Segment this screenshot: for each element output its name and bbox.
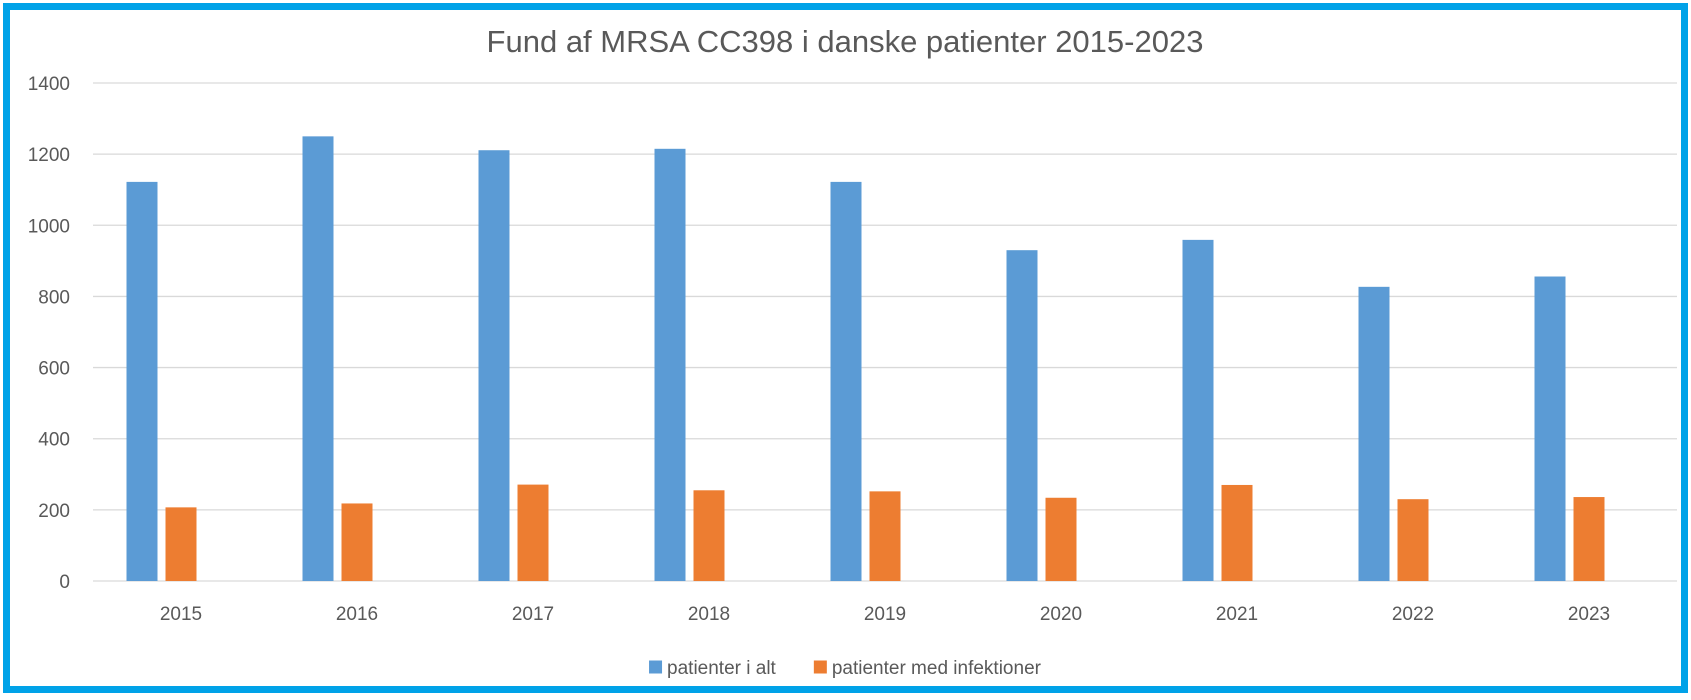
x-tick-label: 2017 (512, 604, 554, 625)
legend-item: patienter med infektioner (813, 658, 1042, 679)
y-tick-label: 1200 (28, 145, 70, 166)
bar-patienter-i-alt-2023 (1534, 276, 1566, 581)
bar-patienter-med-infektioner-2017 (517, 484, 549, 581)
bar-patienter-i-alt-2015 (126, 181, 158, 582)
bar-patienter-i-alt-2019 (830, 181, 862, 582)
x-tick-label: 2015 (160, 604, 202, 625)
x-tick-label: 2019 (864, 604, 906, 625)
y-tick-label: 0 (59, 572, 70, 593)
y-tick-label: 1000 (28, 216, 70, 237)
legend-label: patienter i alt (667, 658, 777, 679)
bar-patienter-med-infektioner-2022 (1397, 499, 1429, 581)
bar-patienter-i-alt-2020 (1006, 250, 1038, 581)
x-axis-ticks: 2015 2016 2017 2018 2019 2020 2021 2022 2023 (160, 604, 1610, 625)
bar-patienter-i-alt-2022 (1358, 286, 1390, 581)
bar-patienter-med-infektioner-2018 (693, 490, 725, 581)
bar-patienter-i-alt-2017 (478, 150, 510, 582)
legend: patienter i alt patienter med infektioner (649, 658, 1042, 679)
bars (126, 136, 1605, 582)
bar-patienter-i-alt-2016 (302, 136, 334, 581)
legend-swatch (813, 660, 827, 674)
chart-title: Fund af MRSA CC398 i danske patienter 20… (487, 24, 1204, 59)
y-tick-label: 400 (38, 430, 70, 451)
bar-patienter-med-infektioner-2023 (1573, 497, 1605, 581)
bar-patienter-med-infektioner-2019 (869, 491, 901, 581)
y-axis-ticks: 0 200 400 600 800 1000 1200 1400 (28, 74, 70, 593)
x-tick-label: 2021 (1216, 604, 1258, 625)
x-tick-label: 2023 (1568, 604, 1610, 625)
bar-patienter-med-infektioner-2020 (1045, 497, 1077, 581)
y-tick-label: 600 (38, 359, 70, 380)
bar-patienter-i-alt-2018 (654, 148, 686, 582)
x-tick-label: 2016 (336, 604, 378, 625)
y-tick-label: 200 (38, 501, 70, 522)
bar-patienter-med-infektioner-2016 (341, 503, 373, 581)
legend-label: patienter med infektioner (832, 658, 1042, 679)
y-tick-label: 800 (38, 287, 70, 308)
legend-item: patienter i alt (649, 658, 777, 679)
x-tick-label: 2020 (1040, 604, 1082, 625)
bar-patienter-med-infektioner-2015 (165, 507, 197, 581)
legend-swatch (649, 660, 663, 674)
y-tick-label: 1400 (28, 74, 70, 95)
bar-patienter-i-alt-2021 (1182, 239, 1214, 581)
bar-patienter-med-infektioner-2021 (1221, 484, 1253, 581)
x-tick-label: 2018 (688, 604, 730, 625)
x-tick-label: 2022 (1392, 604, 1434, 625)
